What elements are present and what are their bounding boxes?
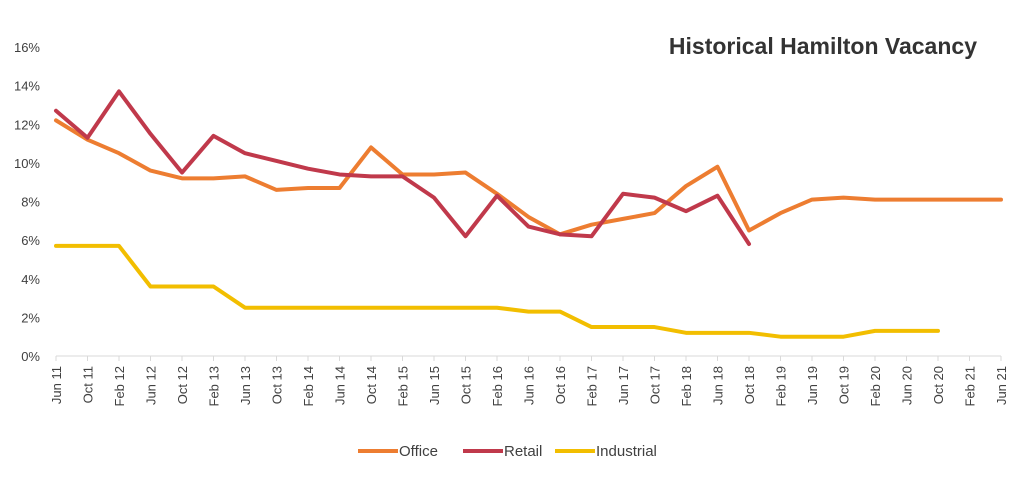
series-line-industrial: [54, 243, 940, 339]
x-tick-label: Jun 13: [238, 366, 253, 405]
x-tick-label: Feb 16: [490, 366, 505, 406]
y-tick-label: 4%: [21, 272, 40, 287]
x-tick-label: Feb 14: [301, 366, 316, 406]
x-tick-label: Jun 16: [522, 366, 537, 405]
y-tick-label: 6%: [21, 233, 40, 248]
legend-label-industrial: Industrial: [596, 443, 657, 460]
chart-title: Historical Hamilton Vacancy: [669, 33, 977, 59]
x-tick-label: Feb 17: [585, 366, 600, 406]
x-tick-label: Feb 19: [774, 366, 789, 406]
x-tick-label: Oct 17: [648, 366, 663, 404]
x-tick-label: Oct 20: [931, 366, 946, 404]
x-tick-label: Feb 13: [207, 366, 222, 406]
legend-label-office: Office: [399, 443, 438, 460]
x-tick-label: Jun 20: [900, 366, 915, 405]
x-tick-label: Oct 11: [81, 366, 96, 403]
x-tick-label: Jun 17: [616, 366, 631, 405]
y-tick-label: 8%: [21, 195, 40, 210]
x-tick-label: Jun 14: [333, 366, 348, 405]
y-tick-label: 12%: [14, 117, 40, 132]
y-tick-label: 10%: [14, 156, 40, 171]
series-line-office: [54, 118, 1003, 237]
x-tick-label: Jun 18: [711, 366, 726, 405]
x-tick-label: Oct 12: [175, 366, 190, 404]
x-tick-label: Jun 19: [805, 366, 820, 405]
y-tick-label: 14%: [14, 79, 40, 94]
x-tick-label: Feb 21: [963, 366, 978, 406]
x-tick-label: Oct 19: [837, 366, 852, 404]
x-tick-label: Jun 15: [427, 366, 442, 405]
legend: Office Retail Industrial: [358, 443, 657, 460]
x-tick-label: Feb 12: [112, 366, 127, 406]
y-tick-label: 0%: [21, 349, 40, 364]
x-tick-label: Oct 18: [742, 366, 757, 404]
y-tick-label: 16%: [14, 40, 40, 55]
x-tick-label: Oct 14: [364, 366, 379, 404]
x-tick-label: Oct 16: [553, 366, 568, 404]
legend-label-retail: Retail: [504, 443, 542, 460]
x-tick-label: Jun 11: [49, 366, 64, 404]
x-tick-label: Feb 15: [396, 366, 411, 406]
plot-area: [54, 89, 1003, 339]
x-tick-label: Oct 13: [270, 366, 285, 404]
x-tick-label: Jun 21: [994, 366, 1009, 405]
x-tick-label: Jun 12: [144, 366, 159, 405]
series-line-retail: [54, 89, 751, 246]
x-axis: Jun 11 Oct 11 Feb 12 Jun 12 Oct 12 Feb 13 Jun …: [49, 355, 1009, 406]
x-tick-label: Oct 15: [459, 366, 474, 404]
x-tick-label: Feb 20: [868, 366, 883, 406]
y-axis: 0% 2% 4% 6% 8% 10% 12% 14% 16%: [14, 40, 40, 364]
y-tick-label: 2%: [21, 310, 40, 325]
x-tick-label: Feb 18: [679, 366, 694, 406]
